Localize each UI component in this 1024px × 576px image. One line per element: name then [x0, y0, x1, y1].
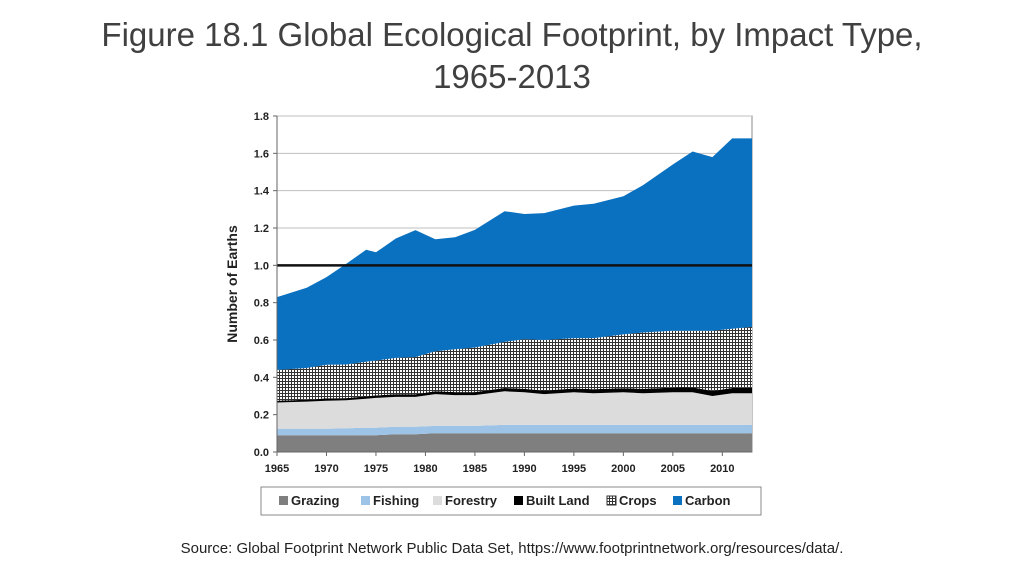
legend-swatch-forestry [433, 496, 442, 505]
area-forestry [277, 391, 752, 429]
x-tick-label-5: 1990 [512, 463, 536, 475]
y-tick-label-4: 0.8 [254, 298, 269, 310]
x-tick-label-3: 1980 [413, 463, 437, 475]
y-axis-title: Number of Earths [224, 225, 240, 343]
y-tick-label-2: 0.4 [254, 372, 270, 384]
y-tick-label-1: 0.2 [254, 410, 269, 422]
x-tick-label-0: 1965 [265, 463, 289, 475]
legend-swatch-carbon [673, 496, 682, 505]
legend-label-crops: Crops [619, 493, 657, 508]
legend-label-built-land: Built Land [526, 493, 590, 508]
legend-swatch-fishing [361, 496, 370, 505]
legend-label-forestry: Forestry [445, 493, 498, 508]
x-tick-label-2: 1975 [364, 463, 388, 475]
slide-title-line-1: Figure 18.1 Global Ecological Footprint,… [101, 16, 923, 53]
source-note: Source: Global Footprint Network Public … [180, 540, 844, 557]
y-tick-label-6: 1.2 [254, 223, 269, 235]
x-tick-label-4: 1985 [463, 463, 487, 475]
area-carbon [277, 138, 752, 370]
y-tick-label-8: 1.6 [254, 148, 269, 160]
y-tick-label-9: 1.8 [254, 111, 269, 123]
area-grazing [277, 433, 752, 452]
x-tick-label-6: 1995 [562, 463, 586, 475]
area-fishing [277, 424, 752, 436]
area-built-land [277, 387, 752, 403]
x-tick-label-7: 2000 [611, 463, 635, 475]
x-tick-label-8: 2005 [661, 463, 685, 475]
y-tick-label-7: 1.4 [254, 186, 270, 198]
legend-swatch-built-land [514, 496, 523, 505]
legend-swatch-crops [606, 495, 617, 506]
y-tick-label-5: 1.0 [254, 260, 269, 272]
legend-label-grazing: Grazing [291, 493, 339, 508]
legend-label-fishing: Fishing [373, 493, 419, 508]
slide-title: Figure 18.1 Global Ecological Footprint,… [0, 14, 1024, 98]
x-tick-label-9: 2010 [710, 463, 734, 475]
slide-title-line-2: 1965-2013 [433, 58, 591, 95]
area-crops [277, 326, 752, 401]
x-tick-label-1: 1970 [314, 463, 338, 475]
y-tick-label-3: 0.6 [254, 335, 269, 347]
legend-swatch-grazing [279, 496, 288, 505]
legend-label-carbon: Carbon [685, 493, 731, 508]
y-tick-label-0: 0.0 [254, 447, 269, 459]
